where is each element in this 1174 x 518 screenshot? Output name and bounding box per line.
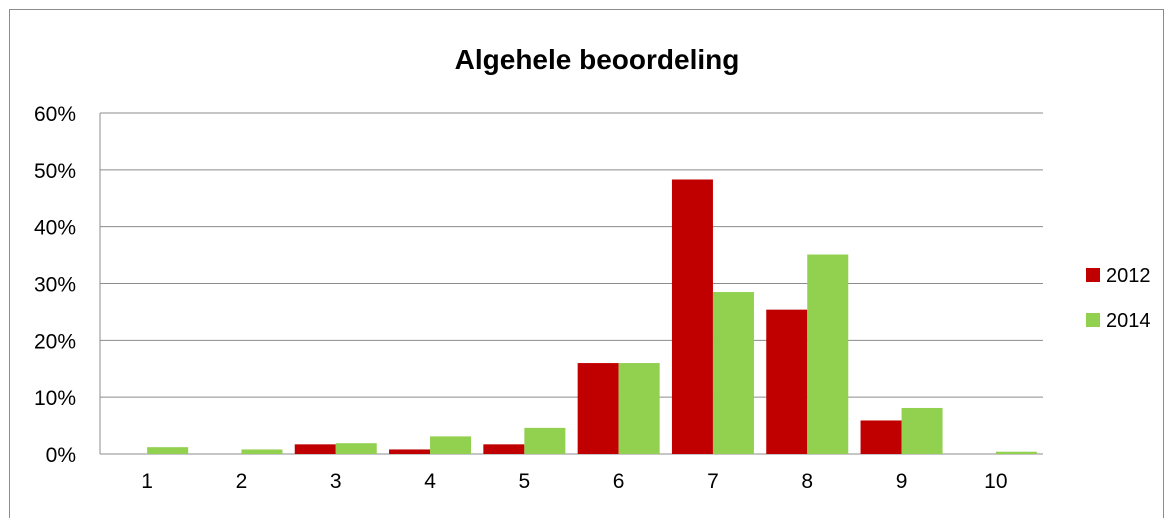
y-tick-label: 30% (34, 274, 76, 297)
bar-2014-6 (618, 363, 660, 454)
bar-2012-5 (483, 444, 525, 454)
gridlines (99, 112, 1043, 455)
bar-2014-9 (901, 407, 943, 454)
bar-2012-4 (389, 449, 431, 454)
y-tick-label: 0% (46, 444, 76, 467)
y-tick-label: 60% (34, 103, 76, 126)
x-tick-label: 4 (424, 470, 436, 493)
x-axis-ticks: 1 2 3 4 5 6 7 8 9 10 (141, 470, 1007, 493)
y-tick-label: 10% (34, 387, 76, 410)
x-tick-label: 3 (330, 470, 342, 493)
bar-2014-5 (524, 427, 566, 454)
bar-2012-7 (671, 179, 713, 454)
x-tick-label: 5 (519, 470, 531, 493)
chart-title: Algehele beoordeling (455, 44, 740, 75)
bar-2014-7 (712, 292, 754, 454)
x-tick-label: 6 (613, 470, 625, 493)
bar-2012-8 (766, 309, 808, 454)
legend-swatch-2014 (1086, 313, 1100, 327)
bar-2012-9 (860, 420, 902, 454)
y-tick-label: 50% (34, 160, 76, 183)
legend-swatch-2012 (1086, 268, 1100, 282)
bar-2014-3 (335, 443, 377, 454)
y-axis-ticks: 0% 10% 20% 30% 40% 50% 60% (34, 103, 76, 467)
legend: 2012 2014 (1086, 265, 1151, 332)
bar-2014-10 (995, 451, 1037, 454)
bar-2014-1 (147, 447, 189, 454)
bar-2014-2 (241, 449, 283, 454)
bar-2014-8 (807, 254, 849, 454)
x-tick-label: 9 (896, 470, 908, 493)
x-tick-label: 7 (707, 470, 719, 493)
bar-2012-3 (294, 444, 336, 454)
legend-label-2012: 2012 (1106, 265, 1151, 287)
bar-2012-6 (577, 363, 619, 454)
x-tick-label: 10 (984, 470, 1007, 493)
x-tick-label: 1 (141, 470, 153, 493)
bars (147, 179, 1037, 454)
bar-2014-4 (430, 436, 472, 454)
y-tick-label: 40% (34, 217, 76, 240)
x-tick-label: 2 (236, 470, 248, 493)
x-tick-label: 8 (801, 470, 813, 493)
y-tick-label: 20% (34, 330, 76, 353)
legend-label-2014: 2014 (1106, 310, 1151, 332)
